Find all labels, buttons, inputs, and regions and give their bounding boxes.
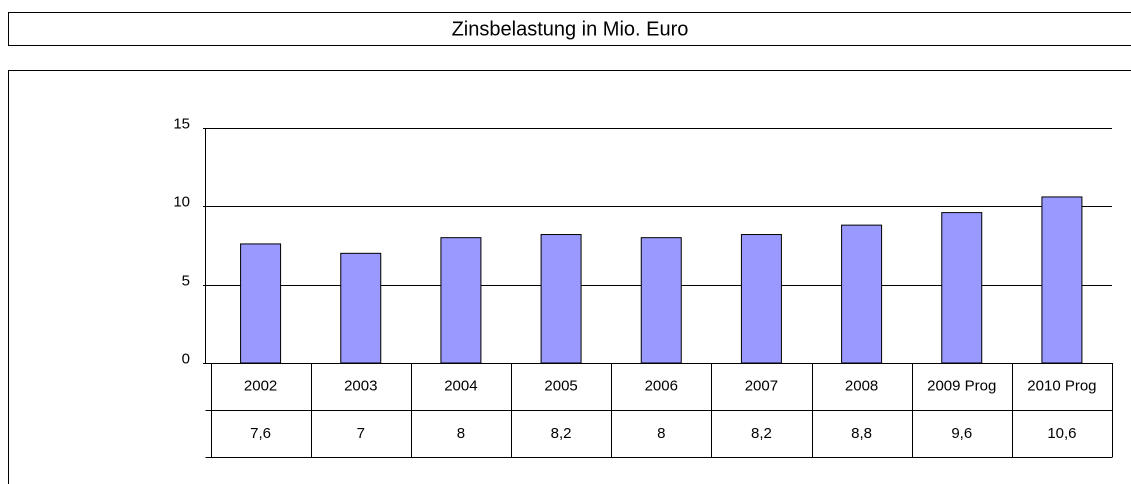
title-box	[8, 12, 1131, 46]
y-tick-label: 5	[182, 272, 190, 289]
y-tick-label: 10	[173, 193, 190, 210]
bar	[240, 243, 282, 364]
value-label: 7	[357, 425, 365, 442]
x-tick-label: 2006	[645, 378, 678, 395]
x-tick-label: 2002	[244, 378, 277, 395]
x-tick-label: 2004	[444, 378, 477, 395]
x-tick-label: 2003	[344, 378, 377, 395]
bar	[1041, 196, 1083, 364]
x-tick-label: 2010 Prog	[1027, 378, 1096, 395]
value-label: 8	[657, 425, 665, 442]
x-tick-label: 2008	[845, 378, 878, 395]
value-label: 8,2	[551, 425, 572, 442]
y-tick-label: 0	[182, 350, 190, 367]
bar	[440, 237, 482, 364]
bar	[640, 237, 682, 364]
bar	[740, 234, 782, 364]
x-tick-label: 2007	[745, 378, 778, 395]
value-label: 10,6	[1047, 425, 1076, 442]
y-tick-label: 15	[173, 115, 190, 132]
value-label: 8	[457, 425, 465, 442]
bar	[841, 224, 883, 364]
value-label: 7,6	[250, 425, 271, 442]
chart-title: Zinsbelastung in Mio. Euro	[452, 18, 689, 40]
bar	[941, 212, 983, 364]
x-tick-label: 2005	[544, 378, 577, 395]
bar	[540, 234, 582, 364]
chart-frame	[8, 70, 1131, 484]
x-tick-label: 2009 Prog	[927, 378, 996, 395]
bar	[340, 252, 382, 364]
value-label: 9,6	[951, 425, 972, 442]
value-label: 8,8	[851, 425, 872, 442]
value-label: 8,2	[751, 425, 772, 442]
